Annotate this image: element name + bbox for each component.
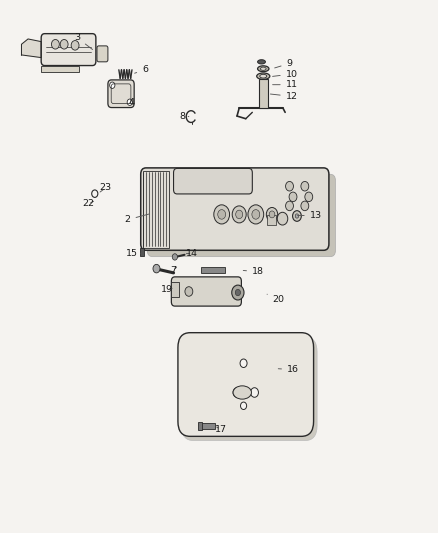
Polygon shape [21,39,41,58]
Text: 2: 2 [124,214,148,224]
Circle shape [277,212,287,225]
Circle shape [152,264,159,273]
Text: 22: 22 [82,199,94,208]
Circle shape [292,211,300,221]
Circle shape [288,192,296,201]
Circle shape [217,209,225,219]
Text: 9: 9 [274,59,292,68]
Circle shape [213,205,229,224]
Text: 17: 17 [214,425,226,434]
Text: 7: 7 [170,266,176,275]
Bar [41,66,79,72]
FancyBboxPatch shape [108,80,134,108]
Text: 8: 8 [179,112,188,121]
Bar [201,266,225,273]
Ellipse shape [260,67,265,70]
Bar [266,215,276,225]
Text: 3: 3 [74,34,92,50]
Circle shape [300,181,308,191]
Circle shape [60,39,68,49]
Text: 10: 10 [272,70,297,78]
FancyBboxPatch shape [147,174,335,257]
Ellipse shape [259,74,266,78]
Text: 20: 20 [266,294,284,304]
Circle shape [51,39,59,49]
FancyBboxPatch shape [141,168,328,251]
Bar [143,171,169,248]
Text: 12: 12 [270,92,297,101]
Circle shape [294,214,298,218]
Text: 11: 11 [272,80,297,89]
FancyBboxPatch shape [177,333,313,437]
FancyBboxPatch shape [173,168,252,194]
FancyBboxPatch shape [181,337,316,441]
Circle shape [235,289,240,296]
Circle shape [285,201,293,211]
Text: 14: 14 [186,249,198,258]
FancyBboxPatch shape [171,277,241,306]
Circle shape [233,387,240,397]
Text: 13: 13 [297,211,321,220]
Text: 18: 18 [243,268,263,276]
Circle shape [235,210,242,219]
Circle shape [172,254,177,260]
Circle shape [300,201,308,211]
Circle shape [231,285,244,300]
Circle shape [268,211,274,218]
Circle shape [240,402,246,409]
FancyBboxPatch shape [41,34,95,66]
Circle shape [247,205,263,224]
Text: 15: 15 [126,249,141,258]
Bar [258,79,267,108]
Ellipse shape [256,73,269,79]
Circle shape [71,41,79,50]
Bar [171,282,179,297]
Text: 4: 4 [129,98,134,107]
Circle shape [110,82,115,88]
Circle shape [304,192,312,201]
Circle shape [285,181,293,191]
Circle shape [240,359,247,368]
Circle shape [92,190,98,197]
FancyBboxPatch shape [97,46,108,62]
Circle shape [127,99,132,106]
Circle shape [251,209,259,219]
Circle shape [232,206,246,223]
Bar [199,423,215,429]
Text: 19: 19 [161,285,173,294]
Circle shape [250,387,258,397]
Bar [197,422,201,430]
Ellipse shape [233,386,251,399]
Text: 6: 6 [134,66,148,74]
Text: 16: 16 [278,365,298,374]
Circle shape [266,207,277,221]
Circle shape [184,287,192,296]
Text: 23: 23 [99,183,112,192]
Bar [140,248,144,256]
Ellipse shape [257,66,268,71]
Ellipse shape [257,60,265,64]
